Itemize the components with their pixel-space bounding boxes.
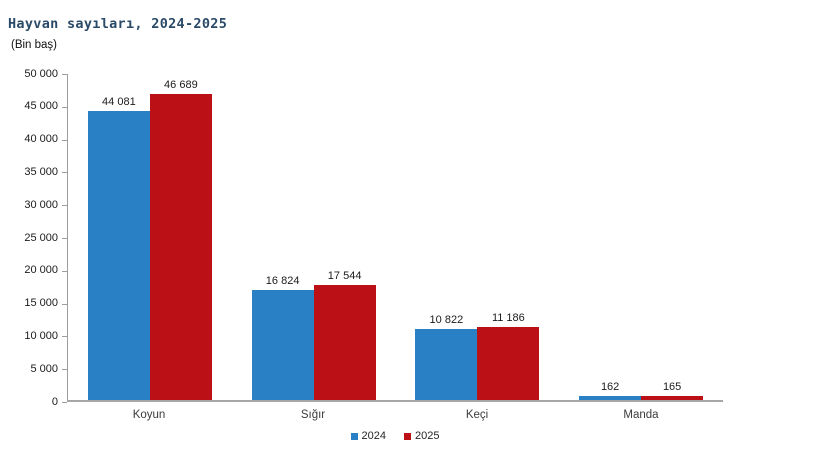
x-axis-label-manda: Manda [623, 409, 659, 421]
y-axis-tick-label: 50 000 [24, 67, 58, 80]
legend-item-2024: 2024 [350, 430, 386, 442]
chart-unit-label: (Bin baş) [11, 39, 58, 51]
y-axis-tick-label: 10 000 [24, 329, 58, 342]
y-axis-tick-label: 0 [51, 395, 58, 408]
bar-column-2025-manda: 165 [641, 380, 704, 400]
x-axis-label-s-r: Sığır [300, 409, 326, 421]
y-axis-tick-mark [62, 402, 67, 403]
bar-column-2025-s-r: 17 544 [313, 269, 376, 400]
y-axis-tick-mark [62, 238, 67, 239]
x-axis: Koyun Sığır Keçi Manda [67, 409, 723, 421]
bar-value-label: 16 824 [265, 274, 300, 287]
bar-groups: 44 081 46 689 16 824 17 544 10 822 11 186 162 1… [68, 74, 723, 400]
legend-swatch-icon [350, 432, 358, 440]
bar-2025-koyun [149, 93, 212, 400]
legend-label: 2025 [415, 430, 440, 442]
bar-group-s-r: 16 824 17 544 [232, 74, 396, 400]
y-axis-tick-mark [62, 139, 67, 141]
plot-area: 44 081 46 689 16 824 17 544 10 822 11 186 162 1… [67, 74, 723, 402]
y-axis-tick-mark [62, 270, 67, 272]
bar-column-2024-manda: 162 [579, 380, 642, 400]
y-axis-tick-mark [62, 172, 67, 174]
bar-2025-s-r [313, 284, 376, 400]
y-axis-tick-mark [62, 74, 67, 75]
chart-title: Hayvan sayıları, 2024-2025 [8, 16, 228, 32]
legend-item-2025: 2025 [404, 430, 439, 442]
bar-2024-ke-i [415, 329, 478, 400]
bar-value-label: 44 081 [102, 95, 136, 108]
y-axis-tick-mark [62, 205, 67, 207]
bar-column-2025-koyun: 46 689 [149, 78, 212, 400]
bar-group-koyun: 44 081 46 689 [68, 74, 232, 400]
y-axis-tick-label: 45 000 [24, 100, 58, 113]
y-axis-tick-mark [62, 336, 67, 338]
bar-2025-ke-i [477, 326, 540, 400]
bar-2024-koyun [87, 110, 150, 400]
y-axis-tick-label: 25 000 [24, 231, 58, 244]
y-axis-tick-mark [62, 369, 67, 371]
x-axis-label-ke-i: Keçi [465, 409, 489, 421]
y-axis-tick-label: 5 000 [30, 362, 58, 375]
bar-2025-manda [641, 395, 704, 400]
bar-group-manda: 162 165 [559, 74, 723, 400]
legend-label: 2024 [361, 430, 386, 442]
x-axis-label-koyun: Koyun [132, 409, 166, 421]
bar-column-2024-s-r: 16 824 [251, 274, 314, 400]
bar-value-label: 165 [662, 380, 682, 393]
bar-column-2025-ke-i: 11 186 [477, 311, 540, 400]
bar-value-label: 17 544 [327, 269, 362, 282]
y-axis-tick-label: 30 000 [24, 198, 58, 211]
bar-value-label: 162 [600, 380, 620, 393]
legend: 2024 2025 [67, 430, 723, 442]
legend-swatch-icon [404, 432, 411, 440]
bar-column-2024-koyun: 44 081 [87, 95, 150, 400]
y-axis-tick-label: 40 000 [24, 133, 58, 146]
y-axis-tick-label: 15 000 [24, 297, 58, 310]
bar-value-label: 46 689 [164, 78, 198, 91]
bar-value-label: 11 186 [491, 311, 525, 324]
bar-value-label: 10 822 [429, 314, 464, 327]
y-axis-tick-mark [62, 303, 67, 305]
bar-2024-s-r [251, 289, 314, 400]
bar-2024-manda [579, 395, 642, 400]
bar-column-2024-ke-i: 10 822 [415, 314, 478, 400]
bar-group-ke-i: 10 822 11 186 [396, 74, 560, 400]
y-axis-tick-label: 20 000 [24, 264, 58, 277]
y-axis-tick-mark [62, 106, 67, 108]
y-axis-tick-label: 35 000 [24, 165, 58, 178]
